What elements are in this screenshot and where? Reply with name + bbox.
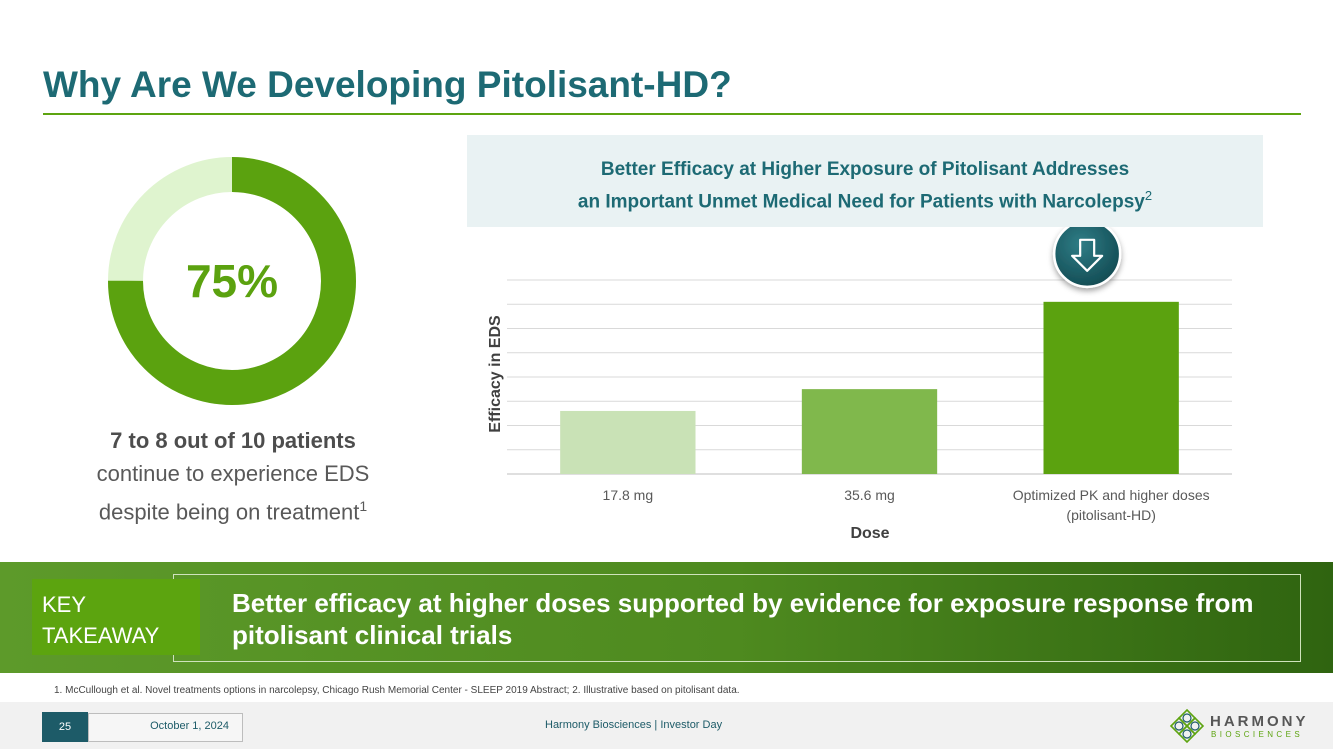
donut-chart — [108, 157, 356, 405]
bar-2 — [801, 389, 938, 474]
bar-1 — [560, 410, 696, 474]
bar-chart: 17.8 mg 35.6 mg Optimized PK and higher do… — [487, 227, 1232, 542]
logo-name: HARMONY — [1210, 713, 1309, 730]
category-label-1: 17.8 mg — [603, 487, 654, 503]
page-number: 25 — [42, 712, 88, 742]
chart-header: Better Efficacy at Higher Exposure of Pi… — [467, 157, 1263, 215]
stat-line-2: continue to experience EDS — [96, 461, 370, 486]
chart-header-panel — [467, 135, 1263, 227]
donut-arc — [108, 157, 356, 405]
footnote: 1. McCullough et al. Novel treatments op… — [54, 685, 740, 696]
takeaway-banner — [0, 562, 1333, 673]
category-label-2: 35.6 mg — [844, 487, 895, 503]
category-labels: 17.8 mg 35.6 mg Optimized PK and higher do… — [603, 487, 1210, 523]
bar-3 — [1043, 301, 1179, 474]
y-axis-label: Efficacy in EDS — [487, 315, 504, 433]
stat-description: 7 to 8 out of 10 patients continue to ex… — [60, 424, 406, 528]
chart-header-line-1: Better Efficacy at Higher Exposure of Pi… — [600, 159, 1130, 180]
chart-header-line-2: an Important Unmet Medical Need for Pati… — [577, 191, 1145, 213]
stat-line-3: despite being on treatment — [98, 499, 360, 525]
logo-subtitle: BIOSCIENCES — [1211, 730, 1304, 739]
key-label-line-1: KEY — [42, 592, 87, 617]
bars — [560, 301, 1179, 474]
key-label-line-2: TAKEAWAY — [42, 623, 160, 648]
down-arrow-icon — [1071, 238, 1104, 272]
footer-center-text: Harmony Biosciences | Investor Day — [545, 719, 723, 731]
stat-footnote-ref: 1 — [359, 498, 368, 514]
key-takeaway-label-box — [32, 579, 200, 655]
harmony-logo-icon — [1169, 708, 1205, 744]
chart-header-footnote-ref: 2 — [1144, 188, 1153, 203]
stat-headline: 7 to 8 out of 10 patients — [110, 428, 356, 453]
key-takeaway-label: KEY TAKEAWAY — [42, 589, 159, 651]
donut-percent: 75% — [185, 255, 279, 307]
category-label-3-line-1: Optimized PK and higher doses — [1013, 487, 1210, 503]
x-axis-label: Dose — [850, 525, 889, 542]
key-takeaway-text: Better efficacy at higher doses supporte… — [232, 588, 1254, 650]
category-label-3-line-2: (pitolisant-HD) — [1066, 507, 1155, 523]
page-title: Why Are We Developing Pitolisant-HD? — [43, 64, 732, 105]
title-divider — [43, 113, 1301, 115]
date-box — [88, 713, 243, 742]
footer-date: October 1, 2024 — [150, 720, 229, 732]
down-arrow-badge — [1052, 227, 1122, 289]
